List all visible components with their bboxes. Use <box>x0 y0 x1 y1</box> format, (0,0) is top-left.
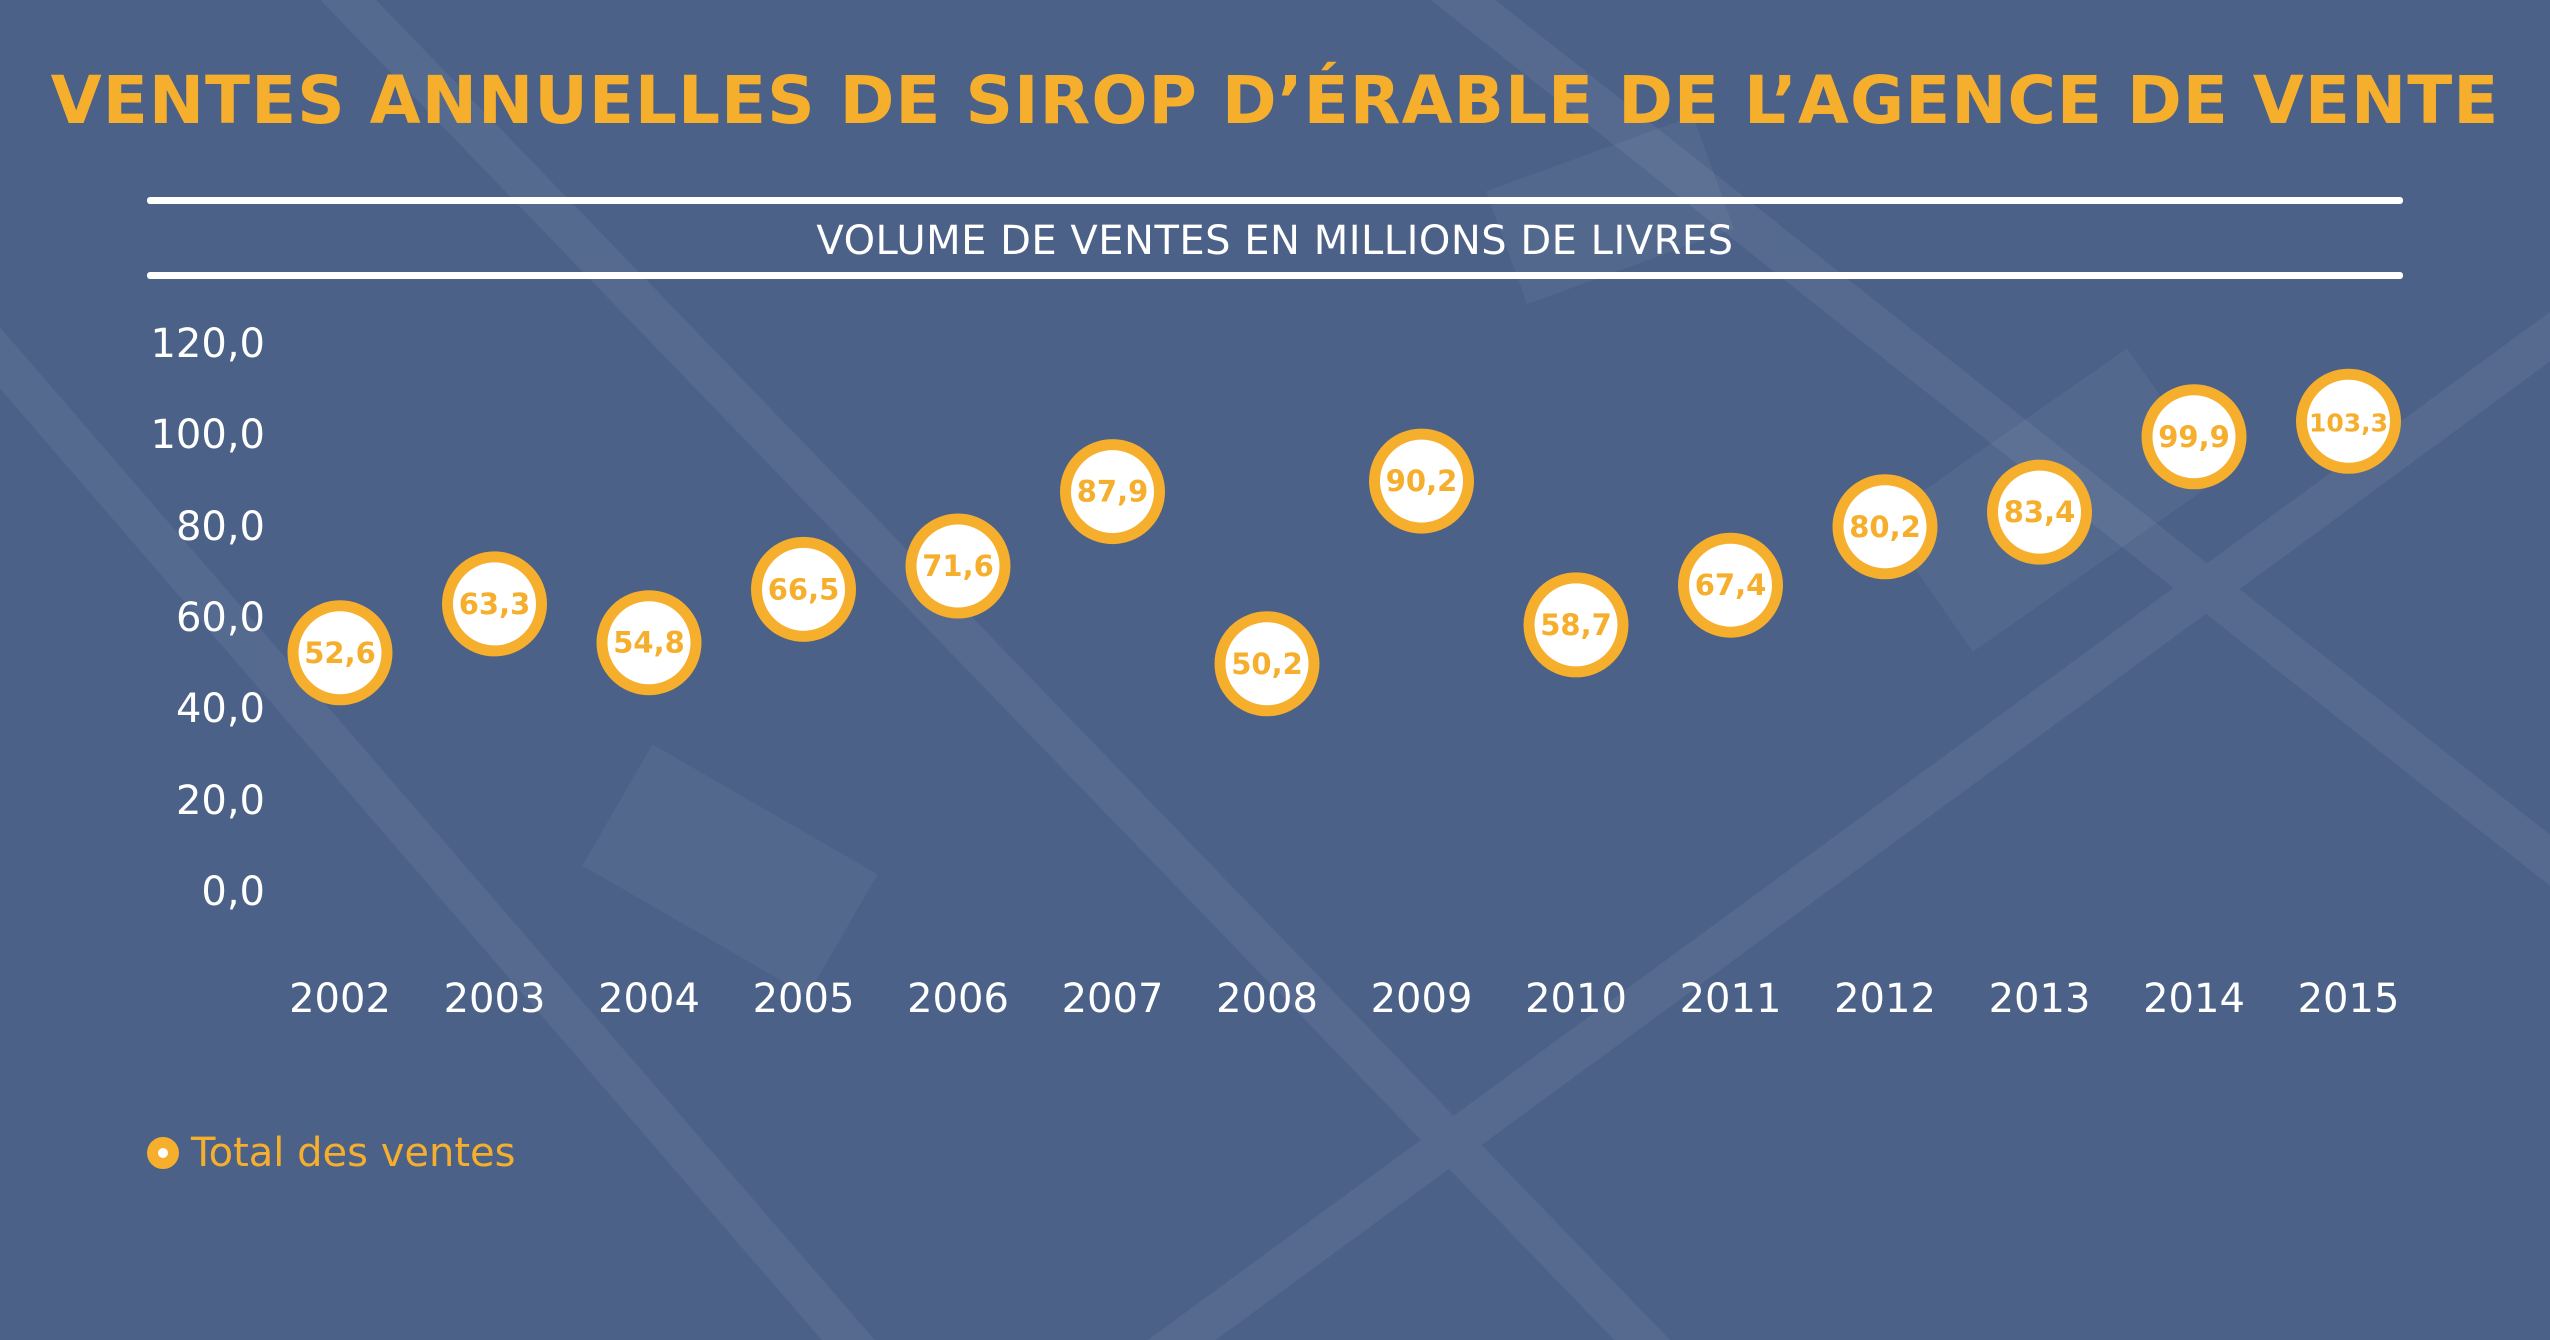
x-tick-label: 2004 <box>598 976 700 1022</box>
data-point: 54,8 <box>596 590 702 696</box>
data-point: 66,5 <box>751 536 856 642</box>
chart-subtitle: VOLUME DE VENTES EN MILLIONS DE LIVRES <box>816 218 1734 264</box>
data-point-marker <box>1060 439 1165 545</box>
data-point: 80,2 <box>1832 474 1938 580</box>
data-point: 67,4 <box>1678 532 1783 638</box>
data-point-marker <box>905 513 1011 619</box>
data-point-label: 63,3 <box>459 587 531 621</box>
data-point: 90,2 <box>1369 428 1474 534</box>
x-tick-label: 2015 <box>2297 976 2400 1022</box>
data-point-label: 58,7 <box>1540 608 1612 642</box>
data-point-label: 66,5 <box>768 572 840 606</box>
data-point: 99,9 <box>2141 384 2247 490</box>
legend-marker-icon <box>147 1137 179 1169</box>
data-point-marker <box>2296 368 2401 474</box>
x-tick-label: 2009 <box>1370 976 1473 1022</box>
x-tick-label: 2005 <box>752 976 855 1022</box>
data-point: 63,3 <box>442 551 547 657</box>
data-point-marker <box>1987 459 2092 565</box>
data-point-label: 87,9 <box>1077 475 1149 509</box>
data-point-marker <box>1214 611 1320 717</box>
y-tick-label: 60,0 <box>175 595 265 641</box>
legend: Total des ventes <box>147 1130 515 1176</box>
data-point-marker <box>1832 474 1938 580</box>
data-point-marker <box>287 600 393 706</box>
y-tick-label: 120,0 <box>150 321 265 367</box>
data-point: 58,7 <box>1523 572 1629 678</box>
x-tick-label: 2012 <box>1834 976 1936 1022</box>
data-point-label: 52,6 <box>304 636 376 670</box>
x-tick-label: 2010 <box>1525 976 1627 1022</box>
data-point: 83,4 <box>1987 459 2092 565</box>
x-tick-label: 2007 <box>1061 976 1164 1022</box>
data-point: 103,3 <box>2296 368 2401 474</box>
data-point: 87,9 <box>1060 439 1165 545</box>
y-tick-label: 100,0 <box>150 412 265 459</box>
y-tick-label: 20,0 <box>175 777 265 824</box>
data-point-label: 90,2 <box>1386 464 1458 498</box>
chart-title: VENTES ANNUELLES DE SIROP D’ÉRABLE DE L’… <box>50 62 2500 139</box>
data-point: 50,2 <box>1214 611 1320 717</box>
x-tick-label: 2003 <box>443 976 546 1022</box>
title-divider-top <box>147 197 2403 204</box>
data-point-marker <box>2141 384 2247 490</box>
data-point: 71,6 <box>905 513 1011 619</box>
data-point-marker <box>442 551 547 657</box>
data-point-label: 99,9 <box>2158 420 2230 454</box>
x-tick-label: 2006 <box>907 976 1009 1022</box>
data-point-label: 50,2 <box>1231 647 1303 681</box>
data-point-marker <box>1678 532 1783 638</box>
data-point-marker <box>751 536 856 642</box>
legend-label: Total des ventes <box>191 1130 516 1176</box>
data-point: 52,6 <box>287 600 393 706</box>
data-point-marker <box>1369 428 1474 534</box>
x-tick-label: 2014 <box>2143 976 2245 1022</box>
data-point-marker <box>596 590 702 696</box>
data-point-label: 71,6 <box>922 549 994 583</box>
y-tick-label: 40,0 <box>175 686 265 733</box>
x-tick-label: 2008 <box>1216 976 1318 1022</box>
data-point-label: 103,3 <box>2309 408 2388 437</box>
data-point-label: 67,4 <box>1695 568 1767 602</box>
y-tick-label: 0,0 <box>201 869 265 915</box>
x-tick-label: 2002 <box>289 976 391 1022</box>
data-point-marker <box>1523 572 1629 678</box>
data-point-label: 80,2 <box>1849 510 1921 544</box>
x-tick-label: 2013 <box>1988 976 2091 1022</box>
y-tick-label: 80,0 <box>175 503 265 550</box>
title-divider-bottom <box>147 272 2403 279</box>
data-point-label: 54,8 <box>613 626 685 660</box>
data-point-label: 83,4 <box>2004 495 2076 529</box>
x-tick-label: 2011 <box>1679 976 1782 1022</box>
